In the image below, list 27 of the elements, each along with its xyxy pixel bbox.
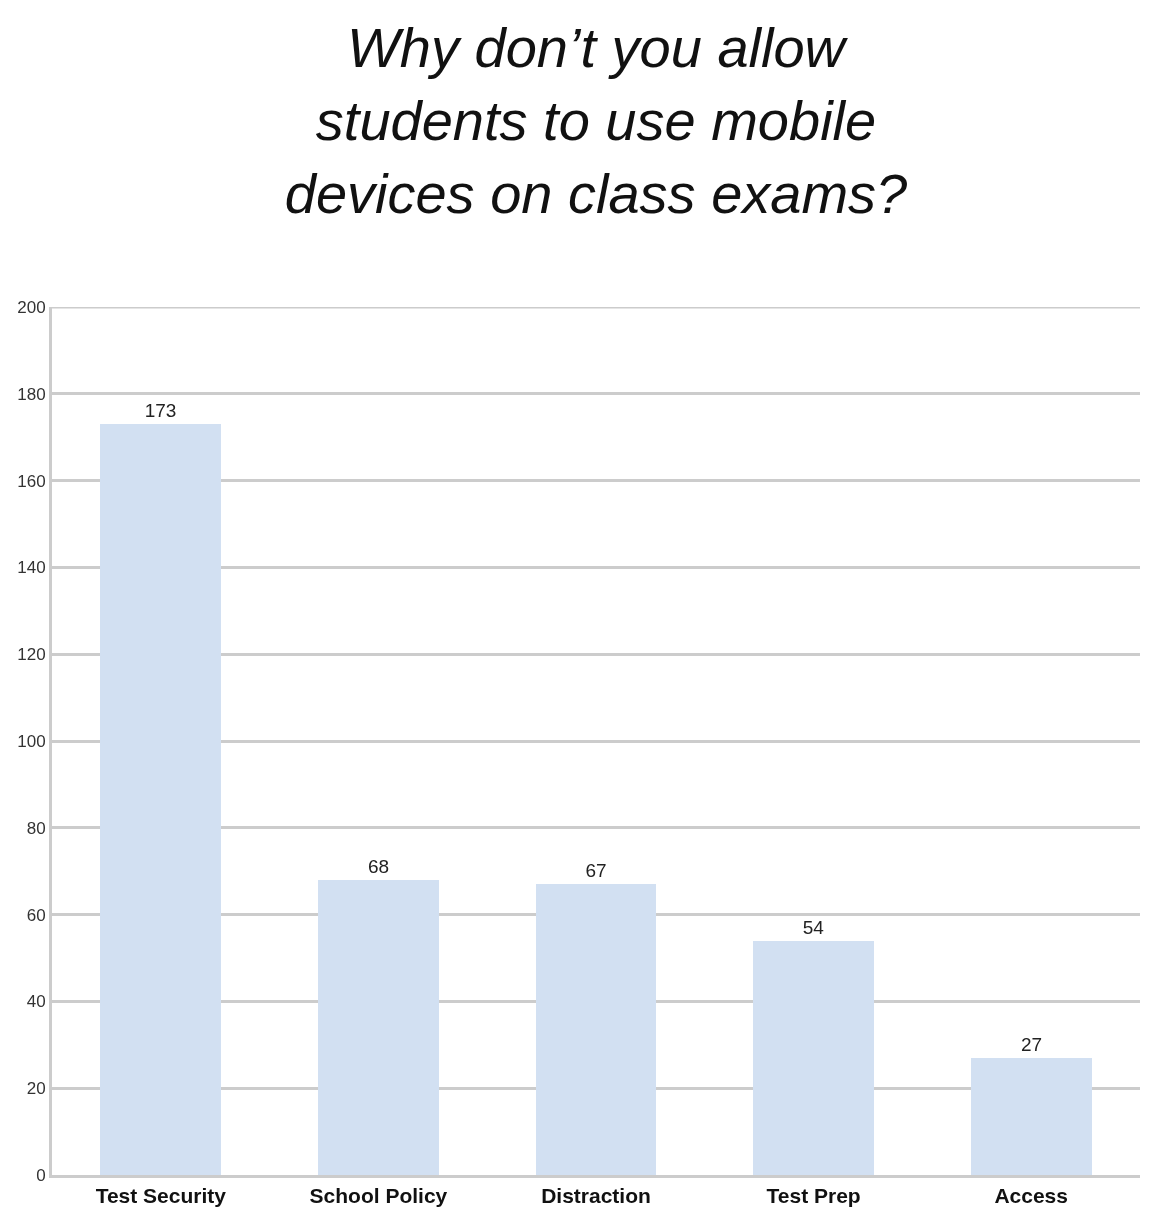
bar <box>971 1058 1092 1175</box>
data-label: 68 <box>367 856 390 877</box>
y-tick-label: 100 <box>17 731 46 751</box>
x-tick-label: School Policy <box>309 1184 448 1208</box>
y-tick-label: 180 <box>17 384 46 404</box>
y-tick-label: 40 <box>26 992 46 1012</box>
data-label: 27 <box>1020 1034 1043 1055</box>
y-tick-label: 20 <box>26 1079 46 1099</box>
chart-title: Why don’t you allow students to use mobile devices on class exams? <box>284 16 908 225</box>
bar <box>318 880 439 1175</box>
y-tick-label: 0 <box>36 1165 46 1185</box>
data-label: 54 <box>802 917 825 938</box>
bar <box>536 884 656 1175</box>
bar <box>100 424 221 1175</box>
y-tick-label: 80 <box>26 818 46 838</box>
x-tick-label: Access <box>994 1184 1068 1208</box>
x-tick-label: Distraction <box>541 1184 651 1208</box>
data-label: 173 <box>144 400 177 421</box>
x-tick-label: Test Security <box>95 1184 227 1208</box>
y-tick-label: 140 <box>17 558 46 578</box>
y-tick-label: 200 <box>17 297 46 317</box>
y-tick-label: 120 <box>17 645 46 665</box>
data-label: 67 <box>585 860 607 881</box>
y-tick-label: 60 <box>26 905 46 925</box>
x-tick-label: Test Prep <box>766 1184 861 1208</box>
bar <box>753 941 874 1175</box>
y-tick-label: 160 <box>17 471 46 491</box>
